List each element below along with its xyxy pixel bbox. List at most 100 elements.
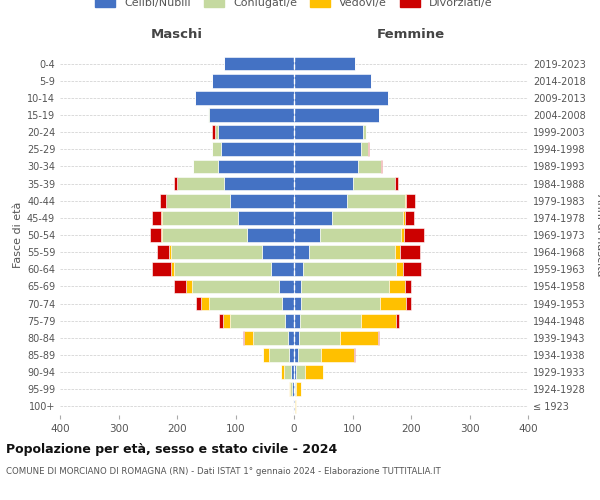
Bar [294,126,363,139]
Bar [215,126,218,139]
Bar [174,280,186,293]
Bar [163,228,247,242]
Bar [294,314,300,328]
Bar [281,366,284,379]
Bar [397,262,403,276]
Bar [283,296,294,310]
Bar [294,74,371,88]
Bar [247,228,294,242]
Bar [212,142,221,156]
Bar [169,246,171,259]
Bar [262,246,294,259]
Bar [406,194,415,207]
Bar [303,262,397,276]
Bar [294,108,379,122]
Bar [294,262,303,276]
Bar [353,176,395,190]
Bar [353,348,355,362]
Bar [149,228,161,242]
Bar [294,296,301,310]
Bar [230,314,285,328]
Bar [294,246,308,259]
Bar [288,331,294,344]
Bar [289,348,294,362]
Bar [380,160,382,173]
Bar [380,296,406,310]
Bar [290,382,292,396]
Bar [294,331,299,344]
Bar [294,56,355,70]
Bar [244,331,253,344]
Bar [174,176,177,190]
Text: Popolazione per età, sesso e stato civile - 2024: Popolazione per età, sesso e stato civil… [6,442,337,456]
Bar [405,194,406,207]
Bar [171,262,174,276]
Bar [292,382,294,396]
Bar [295,400,296,413]
Bar [212,126,215,139]
Bar [209,108,294,122]
Bar [377,331,379,344]
Bar [300,314,361,328]
Bar [294,211,332,224]
Bar [298,348,322,362]
Bar [305,366,323,379]
Bar [400,246,421,259]
Bar [160,194,166,207]
Bar [301,280,389,293]
Bar [269,348,289,362]
Bar [294,382,295,396]
Y-axis label: Fasce di età: Fasce di età [13,202,23,268]
Bar [294,91,388,104]
Bar [271,262,294,276]
Bar [224,56,294,70]
Bar [361,314,397,328]
Bar [218,126,294,139]
Bar [404,228,424,242]
Bar [152,211,161,224]
Bar [294,142,361,156]
Bar [294,400,295,413]
Bar [299,331,340,344]
Bar [186,280,191,293]
Bar [171,246,262,259]
Bar [163,211,238,224]
Bar [294,280,301,293]
Bar [401,228,404,242]
Bar [238,211,294,224]
Bar [243,331,244,344]
Bar [293,400,294,413]
Bar [161,228,163,242]
Bar [294,160,358,173]
Bar [161,211,163,224]
Bar [166,194,230,207]
Bar [358,160,380,173]
Bar [296,382,301,396]
Bar [397,314,400,328]
Bar [196,296,201,310]
Bar [208,108,209,122]
Bar [285,314,294,328]
Bar [296,366,305,379]
Bar [201,296,209,310]
Bar [230,194,294,207]
Bar [218,160,294,173]
Bar [280,280,294,293]
Bar [157,246,169,259]
Bar [405,211,414,224]
Bar [308,246,395,259]
Bar [340,331,377,344]
Bar [219,314,223,328]
Bar [191,280,280,293]
Bar [223,314,230,328]
Bar [209,296,283,310]
Bar [363,126,366,139]
Legend: Celibi/Nubili, Coniugati/e, Vedovi/e, Divorziati/e: Celibi/Nubili, Coniugati/e, Vedovi/e, Di… [91,0,497,12]
Bar [294,366,296,379]
Bar [177,176,224,190]
Bar [395,246,400,259]
Bar [294,348,298,362]
Bar [174,262,271,276]
Bar [294,176,353,190]
Bar [263,348,269,362]
